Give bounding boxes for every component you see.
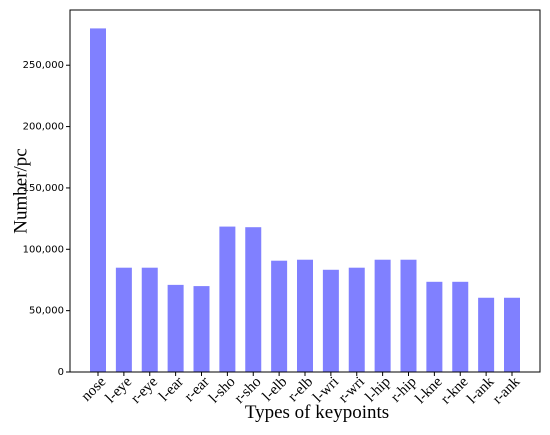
x-tick-label: l-ear: [156, 374, 187, 405]
x-tick-label: r-eye: [128, 374, 161, 407]
x-tick-label: r-hip: [388, 374, 420, 406]
bar: [297, 259, 313, 372]
x-tick-label: r-ank: [490, 374, 524, 408]
plot-frame: [69, 9, 541, 373]
y-tick-label: 100,000: [23, 244, 64, 255]
bar: [374, 259, 391, 372]
bar: [167, 284, 184, 372]
bar: [141, 267, 158, 372]
x-tick-label: r-kne: [438, 374, 472, 408]
y-tick-label: 250,000: [23, 60, 64, 71]
x-tick-label: l-sho: [206, 374, 239, 407]
bar: [193, 286, 210, 372]
bar: [271, 260, 288, 372]
bar: [245, 227, 262, 372]
bar: [426, 281, 443, 372]
bar: [90, 28, 106, 373]
x-tick-label: l-hip: [363, 374, 394, 405]
bar: [322, 269, 339, 372]
bar: [452, 281, 469, 372]
x-tick-label: nose: [78, 374, 109, 405]
y-tick-label: 0: [58, 367, 64, 378]
x-tick-label: l-kne: [413, 374, 446, 407]
x-tick-label: l-eye: [103, 374, 136, 407]
bar: [219, 226, 236, 372]
x-axis-label: Types of keypoints: [245, 402, 389, 423]
bar: [348, 267, 365, 372]
x-tick-label: r-elb: [285, 374, 316, 405]
bar: [115, 267, 132, 372]
y-tick-label: 150,000: [23, 183, 64, 194]
bar: [504, 297, 520, 372]
x-tick-label: r-ear: [182, 374, 213, 405]
bar: [478, 297, 495, 372]
x-tick-label: l-elb: [260, 374, 291, 405]
y-axis-label: Number/pc: [10, 148, 31, 233]
bar: [400, 259, 417, 372]
x-tick-label: l-ank: [464, 374, 497, 407]
y-tick-label: 200,000: [23, 122, 64, 133]
y-tick-label: 50,000: [29, 306, 64, 317]
